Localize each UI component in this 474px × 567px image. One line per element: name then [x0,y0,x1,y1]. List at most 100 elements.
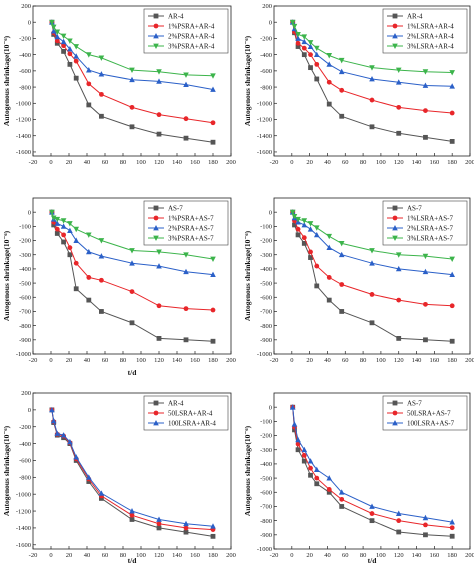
data-point-s3 [73,454,79,460]
data-point-s2 [326,79,332,85]
data-point-s3 [54,33,61,40]
x-tick-label: 180 [208,159,218,166]
x-tick-label: 160 [429,159,439,166]
y-tick-label: -900 [260,337,272,344]
data-point-s3 [54,430,61,436]
data-point-s1 [423,337,428,343]
legend-marker-2 [392,410,398,416]
data-point-s4 [60,218,67,224]
data-point-s4 [291,23,298,30]
data-point-s4 [395,252,402,258]
data-point-s2 [308,465,313,471]
legend-label-1: AS-7 [407,204,422,212]
x-tick-label: 20 [306,552,313,559]
x-tick-label: 140 [412,159,422,166]
data-point-s3 [73,237,79,243]
data-point-s1 [449,533,455,539]
x-tick-label: 40 [324,357,331,364]
data-point-s4 [98,55,105,61]
legend-marker-3 [392,33,398,39]
data-point-s3 [291,421,298,427]
y-tick-label: -1400 [16,133,31,140]
legend-label-4: 3%LSRA+AR-4 [407,42,454,50]
legend-label-3: 100LSRA+AS-7 [407,419,455,427]
data-point-s4 [422,253,429,260]
x-tick-label: 200 [465,159,474,166]
x-tick-label: -20 [29,552,38,559]
data-point-s2 [369,292,375,297]
legend-marker-2 [392,215,398,221]
x-axis-title: t/d [128,556,138,565]
data-point-s2 [61,43,66,49]
x-tick-label: 120 [154,357,164,364]
y-tick-label: -400 [260,461,272,468]
plot-frame [32,197,232,355]
y-tick-label: -1400 [257,133,272,140]
data-point-s2 [314,61,320,67]
data-point-s4 [50,24,57,31]
data-point-s4 [289,19,296,26]
data-point-s4 [295,31,301,38]
data-point-s2 [156,303,162,309]
y-tick-label: 200 [21,390,31,397]
legend: AR-4 1%LSRA+AR-4 2%LSRA+AR-4 3%LSRA+AR-4 [382,8,468,54]
data-point-s1 [308,472,313,478]
data-point-s3 [289,404,296,410]
x-tick-label: 40 [84,552,91,559]
data-point-s2 [301,45,307,51]
legend-marker-2 [153,23,159,29]
x-tick-label: 160 [190,159,200,166]
legend: AR-4 1%PSRA+AR-4 2%PSRA+AR-4 3%PSRA+AR-4 [143,8,229,54]
data-point-s2 [369,97,375,103]
x-tick-label: 160 [190,552,200,559]
data-point-s3 [210,271,216,277]
data-point-s1 [369,124,375,130]
legend: AS-7 1%PSRA+AS-7 2%PSRA+AS-7 3%PSRA+AS-7 [143,200,229,246]
y-tick-label: -1000 [257,546,272,553]
data-point-s1 [156,336,162,341]
data-point-s1 [314,76,320,82]
data-point-s1 [449,338,455,344]
y-tick-label: -100 [19,224,31,231]
y-tick-label: -1000 [16,351,31,358]
y-tick-label: -1000 [257,100,272,107]
x-tick-label: 60 [102,357,109,364]
data-point-s4 [60,33,67,39]
data-point-s4 [449,256,455,262]
chart-panel-4: 0-100-200-300-400-500-600-700-800-900-10… [243,197,474,364]
data-point-s1 [326,489,332,495]
y-tick-label: -800 [19,475,31,482]
data-point-s1 [339,309,345,314]
chart-panel-2: 2000-200-400-600-800-1000-1200-1400-1600… [243,3,474,166]
chart-panel-1: 2000-200-400-600-800-1000-1200-1400-1600… [2,3,236,166]
data-point-s4 [129,248,135,254]
legend-label-4: 3%LSRA+AS-7 [407,234,453,242]
data-point-s2 [73,58,79,64]
x-tick-label: 180 [447,357,457,364]
data-point-s4 [307,221,314,227]
data-point-s4 [86,232,92,238]
y-tick-label: -200 [19,424,31,431]
x-tick-label: 100 [136,552,146,559]
data-point-s2 [73,260,79,266]
data-point-s1 [295,44,301,49]
y-tick-label: -300 [260,447,272,454]
data-point-s4 [210,73,216,79]
legend-marker-4 [392,235,398,241]
data-point-s1 [86,479,92,484]
x-tick-label: 40 [84,159,91,166]
x-tick-label: 100 [376,357,386,364]
data-point-s4 [67,221,73,227]
data-point-s3 [210,523,216,529]
y-tick-label: -800 [260,518,272,525]
data-point-s3 [98,490,105,496]
x-axis-title: t/d [128,368,138,377]
data-point-s4 [156,249,162,255]
data-point-s3 [50,417,57,424]
legend-label-1: AS-7 [168,204,183,212]
data-point-s3 [395,265,402,272]
data-point-s1 [295,232,301,238]
y-tick-label: -1200 [16,508,31,515]
data-point-s4 [49,19,55,26]
data-point-s3 [301,38,308,45]
